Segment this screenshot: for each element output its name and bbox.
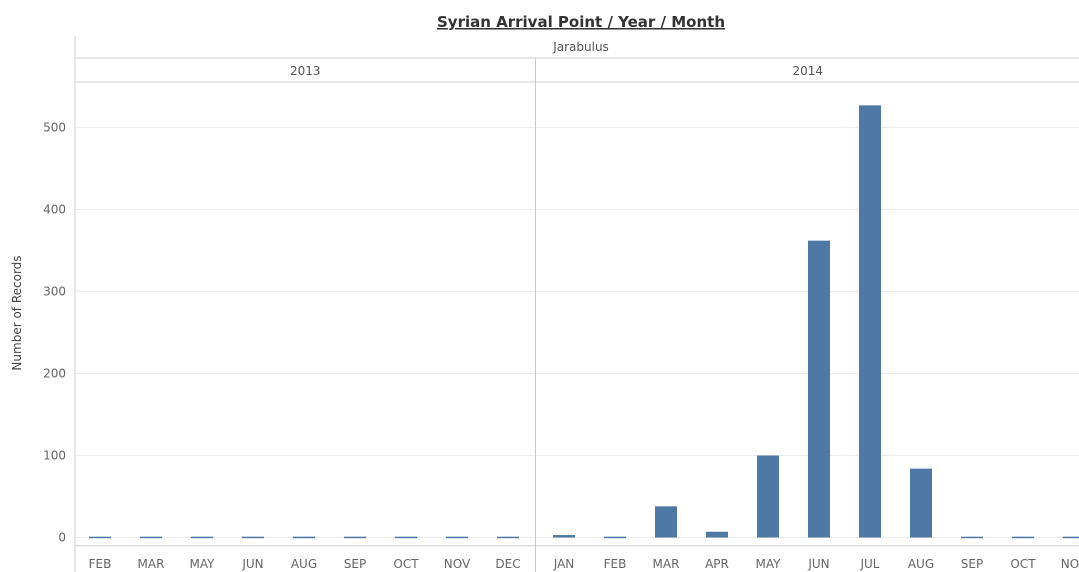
bar	[1012, 536, 1034, 539]
bar	[859, 105, 881, 538]
bar	[89, 536, 111, 539]
bar	[706, 531, 728, 538]
x-tick-label: NOV	[1061, 557, 1079, 571]
chart-frame	[74, 36, 1079, 572]
x-tick-label: OCT	[393, 557, 419, 571]
bar	[242, 536, 264, 539]
chart-title: Syrian Arrival Point / Year / Month	[437, 13, 725, 31]
y-tick-label: 300	[43, 285, 66, 299]
y-tick-label: 100	[43, 449, 66, 463]
bar	[191, 536, 213, 539]
x-tick-label: MAY	[190, 557, 216, 571]
bar	[553, 535, 575, 538]
x-tick-label: AUG	[291, 557, 317, 571]
x-axis-ticks: FEB MAR MAY JUN AUG SEP OCT NOV DEC JAN FEB MAR APR M…	[89, 557, 1079, 571]
x-tick-label: DEC	[495, 557, 520, 571]
bars	[89, 105, 1079, 539]
bar	[1063, 536, 1079, 539]
y-tick-label: 200	[43, 367, 66, 381]
y-tick-label: 500	[43, 121, 66, 135]
bar	[395, 536, 417, 539]
y-tick-label: 0	[58, 531, 66, 545]
x-tick-label: FEB	[604, 557, 627, 571]
x-tick-label: OCT	[1010, 557, 1036, 571]
bar	[140, 536, 162, 539]
bar	[497, 536, 519, 539]
x-tick-label: JUN	[807, 557, 829, 571]
x-tick-label: FEB	[89, 557, 112, 571]
x-tick-label: SEP	[344, 557, 366, 571]
x-tick-label: MAY	[756, 557, 782, 571]
x-tick-label: JUL	[859, 557, 879, 571]
bar	[293, 536, 315, 539]
x-tick-label: SEP	[961, 557, 983, 571]
bar	[961, 536, 983, 539]
bar	[446, 536, 468, 539]
y-tick-label: 400	[43, 203, 66, 217]
bar	[604, 536, 626, 539]
x-tick-label: APR	[705, 557, 729, 571]
x-tick-label: JAN	[553, 557, 575, 571]
y-axis-label: Number of Records	[10, 255, 24, 370]
x-tick-label: JUN	[241, 557, 263, 571]
bar	[808, 240, 830, 538]
chart-subtitle: Jarabulus	[552, 40, 609, 54]
bar	[655, 506, 677, 538]
bar	[344, 536, 366, 539]
x-tick-label: MAR	[653, 557, 680, 571]
bar	[910, 468, 932, 538]
year-header: 2013	[290, 64, 321, 78]
x-tick-label: MAR	[138, 557, 165, 571]
year-headers: 2013 2014	[290, 64, 823, 78]
y-axis-ticks: 0 100 200 300 400 500	[43, 121, 66, 545]
x-tick-label: AUG	[908, 557, 934, 571]
x-tick-label: NOV	[444, 557, 471, 571]
year-header: 2014	[792, 64, 823, 78]
bar	[757, 455, 779, 538]
